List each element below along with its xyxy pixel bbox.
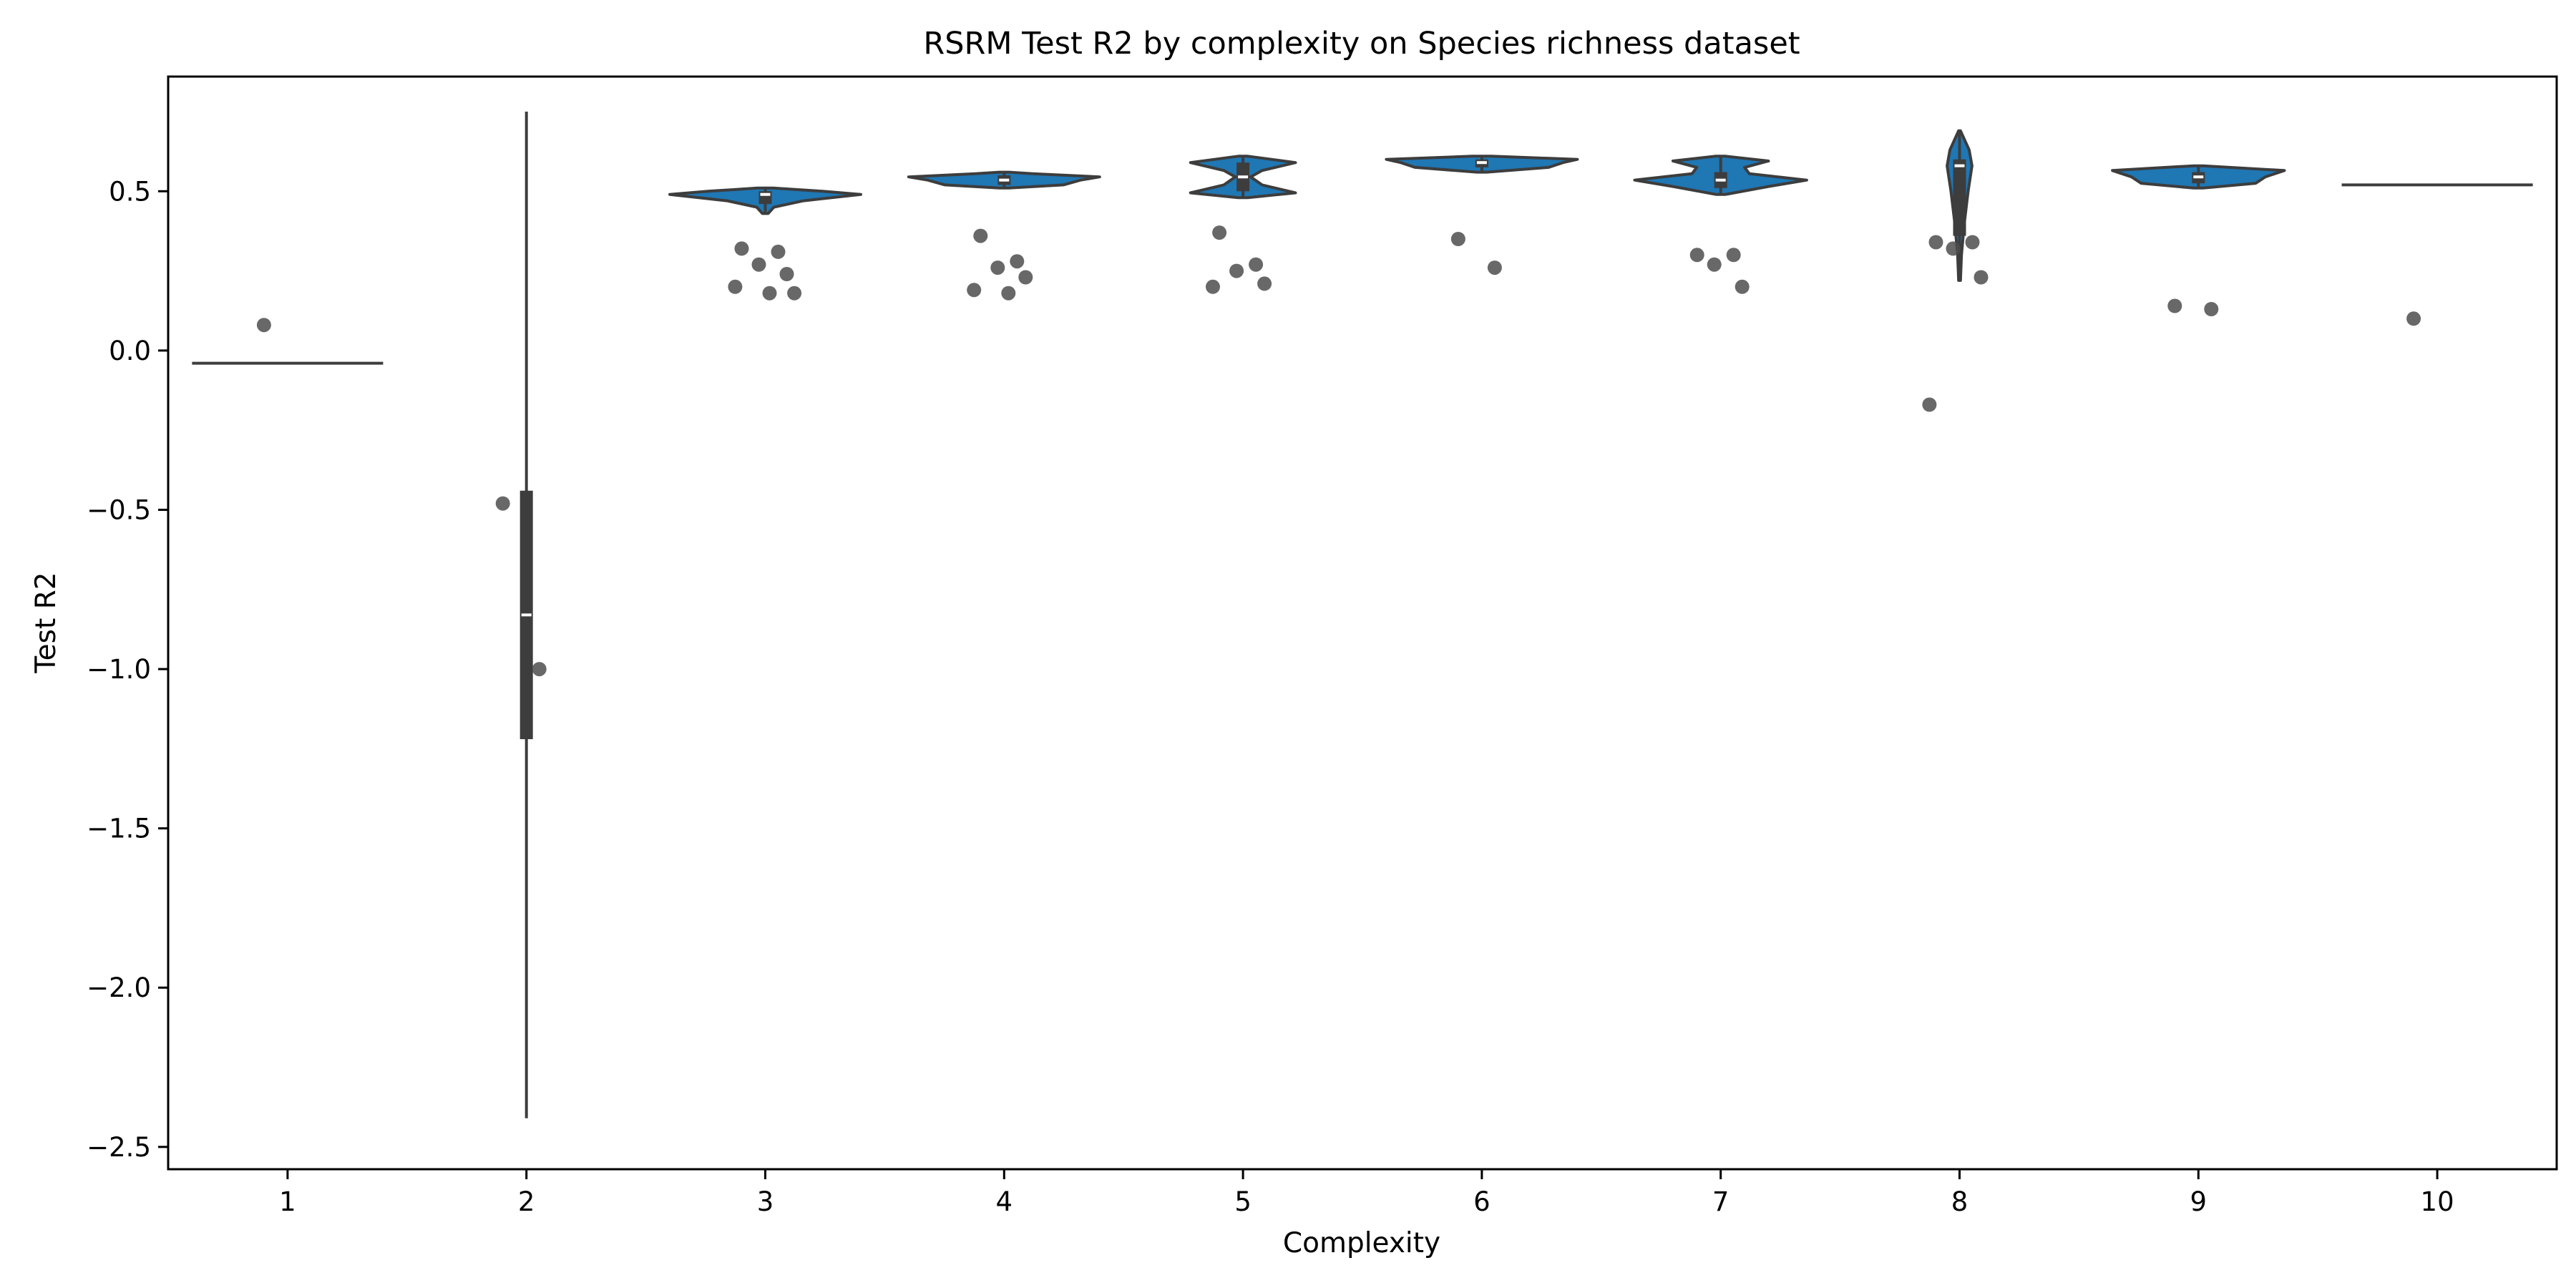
data-point [990, 260, 1005, 275]
data-point [1965, 235, 1980, 250]
data-point [771, 244, 786, 259]
y-tick-label: −1.0 [87, 654, 151, 685]
x-tick-label: 3 [757, 1186, 774, 1217]
violin-5 [1189, 155, 1297, 200]
data-point [1450, 232, 1465, 246]
data-point [1922, 397, 1937, 412]
violin-6 [1385, 155, 1579, 174]
data-point [1928, 235, 1943, 250]
y-tick-label: 0.5 [109, 176, 151, 207]
x-tick-label: 5 [1234, 1186, 1252, 1217]
data-point [1249, 257, 1264, 272]
x-tick-label: 9 [2190, 1186, 2207, 1217]
violin-4 [907, 170, 1101, 190]
x-tick-label: 4 [996, 1186, 1013, 1217]
data-point [1735, 279, 1750, 294]
x-axis-label: Complexity [1283, 1227, 1440, 1259]
data-point [1707, 257, 1722, 272]
data-point [256, 318, 271, 333]
chart-title: RSRM Test R2 by complexity on Species ri… [923, 26, 1800, 62]
data-point [1726, 248, 1741, 263]
data-point [495, 496, 510, 511]
y-tick-label: −2.5 [87, 1132, 151, 1163]
axes-frame [167, 75, 2558, 1171]
data-point [1689, 248, 1704, 263]
violin-iqr-box [1953, 159, 1966, 236]
data-point [779, 267, 794, 281]
data-point [787, 286, 802, 301]
data-point [2204, 302, 2219, 316]
x-tick-label: 7 [1712, 1186, 1729, 1217]
data-point [1257, 276, 1272, 291]
data-point [751, 257, 766, 272]
x-axis: 1 2 3 4 5 6 7 8 9 10 [279, 1169, 2454, 1217]
data-point [1206, 279, 1220, 294]
x-tick-label: 8 [1951, 1186, 1968, 1217]
plot-area [192, 111, 2533, 1118]
violin-3 [668, 186, 862, 215]
data-point [762, 286, 777, 301]
data-point [1010, 254, 1025, 269]
y-tick-label: −0.5 [87, 494, 151, 525]
data-point [532, 662, 547, 677]
data-point [1974, 270, 1989, 285]
data-point [1946, 241, 1961, 256]
x-tick-label: 2 [518, 1186, 535, 1217]
violin-8 [1946, 129, 1974, 282]
violin-2 [519, 111, 533, 1118]
data-point [967, 283, 982, 298]
data-point [1018, 270, 1033, 285]
data-point [728, 279, 743, 294]
data-point [734, 241, 749, 256]
y-tick-label: 0.0 [109, 336, 151, 366]
data-point [1001, 286, 1016, 301]
y-axis-label: Test R2 [30, 572, 62, 673]
x-tick-label: 10 [2421, 1186, 2454, 1217]
x-tick-label: 1 [279, 1186, 296, 1217]
x-tick-label: 6 [1473, 1186, 1491, 1217]
y-axis: 0.5 0.0 −0.5 −1.0 −1.5 −2.0 −2.5 [87, 176, 168, 1163]
data-point [1229, 263, 1244, 278]
data-point [2167, 298, 2182, 313]
y-tick-label: −2.0 [87, 972, 151, 1003]
data-point [1212, 225, 1227, 240]
violin-7 [1633, 155, 1808, 196]
data-point [1487, 260, 1502, 275]
data-point [2406, 311, 2421, 326]
y-tick-label: −1.5 [87, 814, 151, 844]
violin-9 [2111, 164, 2286, 190]
data-point [973, 228, 988, 243]
